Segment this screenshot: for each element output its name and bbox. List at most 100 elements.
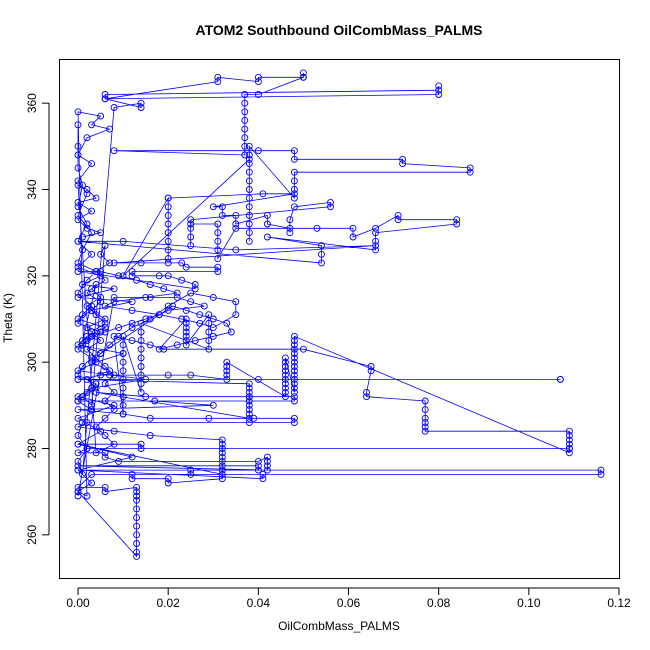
data-point: [178, 315, 186, 323]
data-point: [290, 354, 298, 362]
data-point: [245, 388, 253, 396]
plot-frame: [59, 59, 620, 579]
data-point: [101, 488, 109, 496]
data-point: [466, 164, 474, 172]
data-point: [245, 160, 253, 168]
data-point: [164, 475, 172, 483]
data-point: [101, 453, 109, 461]
data-point: [137, 345, 145, 353]
data-point: [133, 276, 141, 284]
data-point: [137, 259, 145, 267]
data-point: [173, 293, 181, 301]
data-point: [245, 380, 253, 388]
data-point: [128, 475, 136, 483]
data-point: [218, 440, 226, 448]
data-point: [101, 315, 109, 323]
data-point: [137, 337, 145, 345]
data-point: [245, 220, 253, 228]
data-point: [133, 531, 141, 539]
data-point: [232, 211, 240, 219]
data-point: [399, 160, 407, 168]
data-point: [263, 457, 271, 465]
data-point: [254, 375, 262, 383]
data-point: [290, 186, 298, 193]
data-point: [97, 268, 105, 275]
data-point: [245, 177, 253, 185]
data-point: [191, 285, 199, 293]
data-point: [281, 358, 289, 366]
data-point: [290, 332, 298, 340]
data-point: [209, 315, 217, 323]
x-axis-label: OilCombMass_PALMS: [278, 619, 400, 633]
data-point: [133, 552, 141, 560]
data-point: [83, 276, 91, 284]
data-point: [79, 233, 86, 241]
data-point: [74, 393, 82, 401]
data-point: [137, 354, 145, 362]
data-point: [245, 410, 253, 418]
data-point: [88, 229, 96, 237]
data-point: [290, 337, 298, 345]
data-point: [88, 358, 96, 366]
data-point: [259, 475, 267, 483]
data-point: [241, 142, 249, 150]
data-point: [74, 211, 82, 219]
data-point: [88, 160, 96, 168]
data-point: [92, 268, 100, 275]
data-point: [421, 397, 429, 405]
data-point: [74, 423, 82, 431]
data-point: [394, 211, 402, 219]
data-point: [106, 259, 114, 267]
data-point: [281, 367, 289, 375]
data-point: [74, 203, 82, 211]
data-point: [83, 324, 91, 332]
data-point: [245, 194, 253, 202]
data-point: [74, 457, 82, 465]
data-point: [286, 229, 294, 237]
data-point: [88, 302, 96, 310]
data-point: [97, 328, 105, 336]
data-point: [281, 354, 289, 362]
data-point: [101, 302, 109, 310]
data-point: [137, 380, 145, 388]
data-point: [119, 350, 127, 357]
data-point: [110, 427, 118, 435]
data-point: [205, 311, 213, 319]
data-point: [349, 233, 357, 241]
data-point: [318, 242, 325, 250]
data-point: [372, 229, 380, 237]
data-point: [187, 220, 195, 228]
data-point: [164, 203, 172, 211]
data-point: [106, 367, 114, 375]
data-point: [142, 315, 150, 323]
data-point: [97, 112, 105, 120]
data-point: [245, 151, 253, 159]
x-tick-label: 0.08: [427, 596, 451, 610]
data-point: [209, 203, 217, 211]
data-point: [223, 367, 231, 375]
data-point: [214, 246, 222, 254]
data-point: [83, 190, 91, 198]
data-point: [137, 319, 145, 327]
data-point: [245, 168, 253, 176]
data-point: [232, 220, 240, 228]
data-point: [182, 328, 190, 336]
data-point: [223, 319, 231, 327]
data-point: [101, 276, 109, 284]
data-point: [74, 263, 82, 271]
data-point: [142, 375, 150, 383]
data-point: [182, 315, 190, 323]
data-point: [92, 358, 100, 366]
data-point: [97, 298, 105, 306]
data-point: [83, 186, 91, 193]
data-point: [263, 220, 271, 228]
data-point: [146, 293, 154, 301]
data-point: [372, 246, 380, 254]
data-point: [565, 436, 573, 444]
data-point: [565, 440, 573, 448]
data-point: [290, 203, 298, 211]
data-point: [187, 216, 195, 224]
data-point: [421, 414, 429, 422]
data-point: [214, 229, 222, 237]
data-point: [164, 220, 172, 228]
